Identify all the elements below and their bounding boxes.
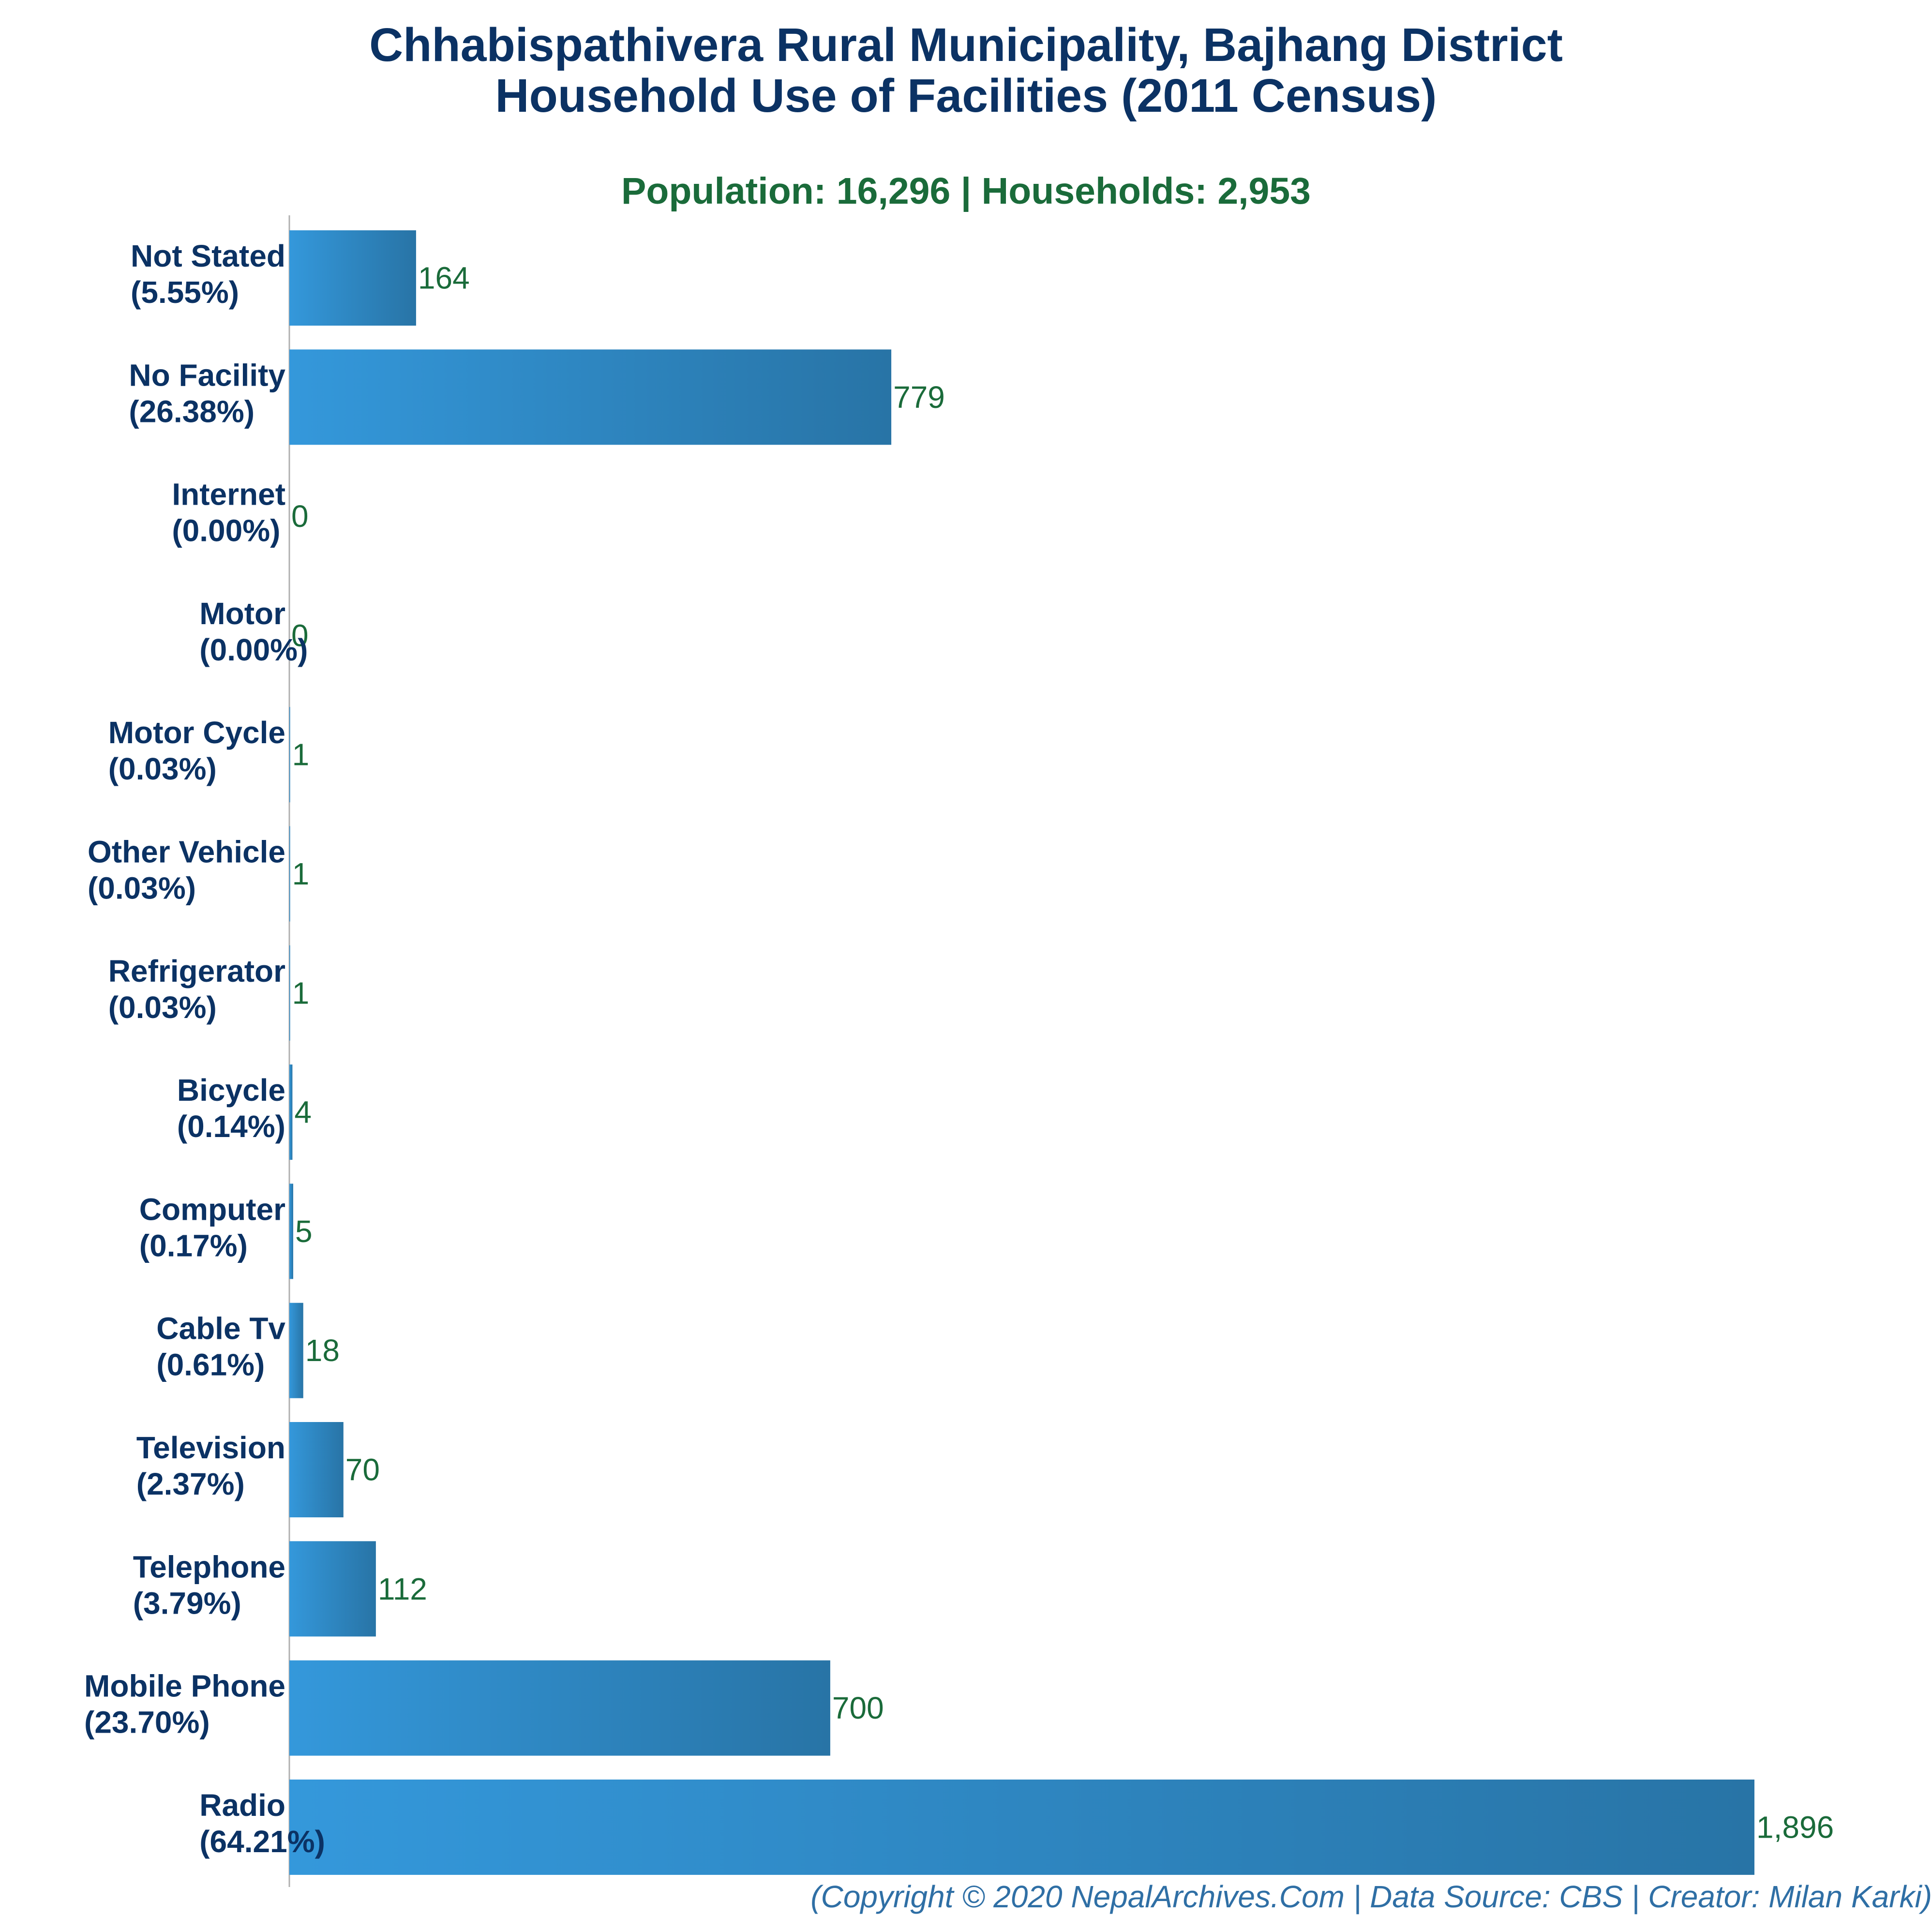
- bar-no-facility: [289, 349, 892, 445]
- category-percent-motor: (0.00%): [199, 632, 308, 667]
- category-label-bicycle: Bicycle: [177, 1073, 285, 1108]
- category-label-radio: Radio: [199, 1788, 285, 1823]
- category-label-mobile-phone: Mobile Phone: [84, 1669, 285, 1704]
- category-label-internet: Internet: [172, 477, 285, 512]
- value-label-motor-cycle: 1: [292, 737, 310, 772]
- bar-radio: [289, 1779, 1754, 1875]
- bar-motor-cycle: [289, 707, 290, 803]
- value-label-motor: 0: [291, 618, 309, 653]
- bars-group: 164 Not Stated(5.55%) 779 No Facility(26.38…: [84, 230, 1834, 1875]
- bar-bicycle: [289, 1064, 293, 1160]
- value-label-radio: 1,896: [1756, 1810, 1834, 1844]
- bar-other-vehicle: [289, 826, 290, 922]
- bar-television: [289, 1422, 344, 1517]
- category-percent-other-vehicle: (0.03%): [88, 871, 196, 906]
- category-label-telephone: Telephone: [133, 1549, 285, 1584]
- category-label-motor-cycle: Motor Cycle: [108, 715, 285, 750]
- value-label-telephone: 112: [378, 1572, 427, 1606]
- category-percent-motor-cycle: (0.03%): [108, 751, 217, 786]
- category-label-motor: Motor: [199, 596, 285, 631]
- category-percent-refrigerator: (0.03%): [108, 990, 217, 1025]
- category-percent-computer: (0.17%): [139, 1228, 248, 1263]
- bar-refrigerator: [289, 945, 290, 1041]
- category-percent-not-stated: (5.55%): [131, 275, 239, 310]
- value-label-refrigerator: 1: [292, 975, 310, 1010]
- category-percent-bicycle: (0.14%): [177, 1109, 285, 1144]
- bar-cable-tv: [289, 1303, 303, 1398]
- category-percent-television: (2.37%): [136, 1467, 245, 1501]
- category-label-refrigerator: Refrigerator: [108, 954, 285, 988]
- category-percent-cable-tv: (0.61%): [156, 1348, 265, 1382]
- chart-title-line-1: Chhabispathivera Rural Municipality, Baj…: [369, 18, 1563, 71]
- value-label-internet: 0: [291, 499, 309, 534]
- category-label-computer: Computer: [139, 1192, 285, 1227]
- category-label-not-stated: Not Stated: [131, 239, 285, 273]
- chart-subtitle: Population: 16,296 | Households: 2,953: [621, 170, 1311, 212]
- value-label-other-vehicle: 1: [292, 856, 310, 891]
- value-label-cable-tv: 18: [305, 1333, 340, 1368]
- value-label-bicycle: 4: [294, 1095, 312, 1130]
- bar-telephone: [289, 1541, 376, 1637]
- category-percent-radio: (64.21%): [199, 1824, 325, 1859]
- category-percent-internet: (0.00%): [172, 513, 280, 548]
- value-label-not-stated: 164: [418, 261, 470, 296]
- category-label-other-vehicle: Other Vehicle: [88, 835, 285, 869]
- value-label-television: 70: [345, 1453, 380, 1487]
- copyright-footer: (Copyright © 2020 NepalArchives.Com | Da…: [810, 1879, 1932, 1914]
- category-label-television: Television: [136, 1430, 285, 1465]
- category-label-no-facility: No Facility: [129, 358, 285, 392]
- value-label-no-facility: 779: [893, 380, 945, 415]
- category-percent-mobile-phone: (23.70%): [84, 1705, 210, 1740]
- value-label-mobile-phone: 700: [832, 1691, 884, 1725]
- bar-mobile-phone: [289, 1660, 830, 1756]
- bar-computer: [289, 1183, 293, 1279]
- chart-title-line-2: Household Use of Facilities (2011 Census…: [495, 69, 1437, 122]
- category-label-cable-tv: Cable Tv: [156, 1311, 285, 1346]
- bar-not-stated: [289, 230, 416, 326]
- value-label-computer: 5: [295, 1214, 313, 1249]
- category-percent-telephone: (3.79%): [133, 1586, 241, 1620]
- category-percent-no-facility: (26.38%): [129, 394, 255, 429]
